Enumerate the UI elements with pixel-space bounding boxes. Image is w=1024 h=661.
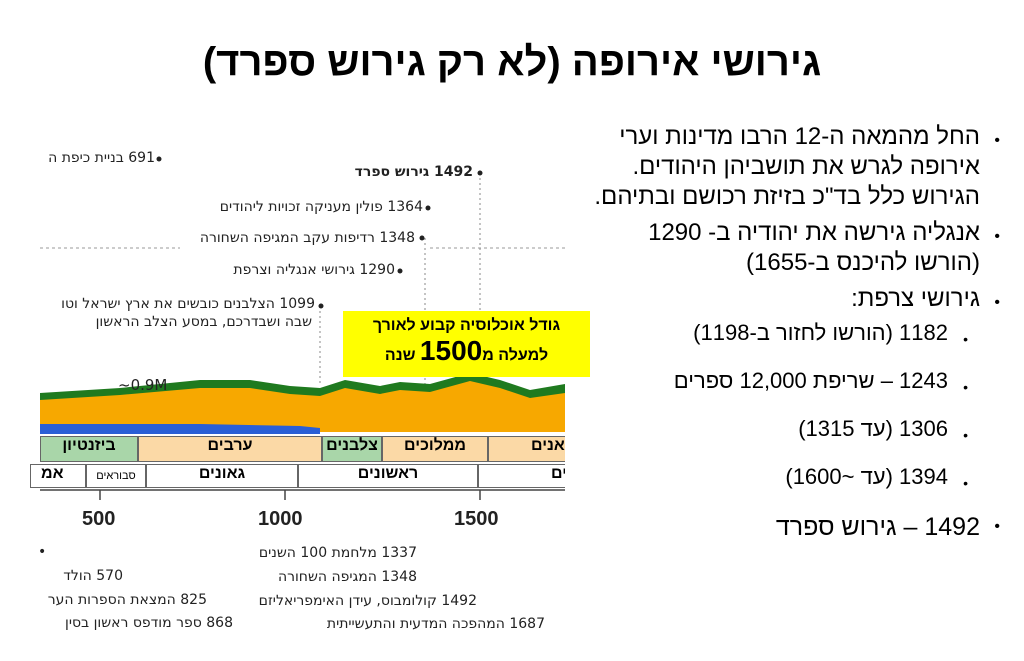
callout-suffix: שנה (384, 347, 420, 364)
population-area-blue (40, 424, 320, 434)
callout-line1: גודל אוכלוסיה קבוע לאורך (372, 317, 561, 334)
band-geonim: גאונים (146, 464, 298, 488)
event-825: 825 המצאת הספרות הער (47, 592, 207, 608)
bullet-europe-expulsions: החל מהמאה ה-12 הרבו מדינות וערי אירופה ל… (578, 122, 1006, 212)
bullet-france-1394: 1394 (עד ~1600) (578, 464, 1006, 496)
event-1348: 1348 רדיפות עקב המגיפה השחורה (199, 230, 415, 246)
band-acharonim: ים (478, 464, 565, 488)
band-amoraim: אמ (30, 464, 86, 488)
bullet-france-1306: 1306 (עד 1315) (578, 416, 1006, 448)
band-crusaders: צלבנים (322, 436, 382, 462)
event-1348-plague: 1348 המגיפה השחורה (277, 569, 417, 585)
band-mamluks: ממלוכים (382, 436, 488, 462)
population-label: ~0.9M (118, 376, 168, 394)
event-1492-columbus: 1492 קולומבוס, עידן האימפריאליזם (258, 593, 477, 609)
event-691: 691 בניית כיפת ה (48, 150, 155, 166)
axis-label-1000: 1000 (258, 508, 303, 530)
band-ottomans: אנים (488, 436, 565, 462)
event-dot (477, 170, 483, 176)
callout-number: 1500 (419, 335, 483, 366)
event-868: 868 ספר מודפס ראשון בסין (65, 615, 233, 631)
callout-line2: למעלה מ1500 שנה (343, 335, 590, 367)
bullet-france-1243: 1243 – שריפת 12,000 ספרים (578, 368, 1006, 400)
axis-label-1500: 1500 (454, 508, 499, 530)
band-rishonim: ראשונים (298, 464, 478, 488)
bullet-list: החל מהמאה ה-12 הרבו מדינות וערי אירופה ל… (578, 122, 1006, 542)
event-1364: 1364 פולין מעניקה זכויות ליהודים (219, 199, 423, 215)
event-1290: 1290 גירושי אנגליה וצרפת (233, 262, 395, 278)
event-1492-spain: 1492 גירוש ספרד (354, 164, 473, 180)
band-arabs: ערבים (138, 436, 322, 462)
bullet-france-1182: 1182 (הורשו לחזור ב-1198) (578, 320, 1006, 352)
band-byzantine: ביזנטיון (40, 436, 138, 462)
axis-label-500: 500 (82, 508, 116, 530)
event-dot (419, 235, 425, 241)
bullet-spain-1492: 1492 – גירוש ספרד (578, 512, 1006, 542)
bullet-england: אנגליה גירשה את יהודיה ב- 1290 (הורשו לה… (578, 218, 1006, 278)
event-dot (318, 303, 324, 309)
population-area-orange (40, 381, 565, 432)
event-1337: 1337 מלחמת 100 השנים (258, 545, 417, 561)
event-dot (397, 268, 403, 274)
bullet-france-heading: גירושי צרפת: (578, 284, 1006, 318)
event-dot (425, 205, 431, 211)
callout-prefix: למעלה מ (482, 347, 549, 364)
event-dot-bullet: • (38, 544, 47, 560)
timeline-graphics (40, 156, 565, 500)
event-1687: 1687 המהפכה המדעית והתעשייתית (326, 616, 545, 632)
event-dot (156, 156, 162, 162)
event-570: 570 הולד (63, 568, 123, 584)
event-1099: 1099 הצלבנים כובשים את ארץ ישראל וטו (61, 296, 315, 312)
timeline-image: 691 בניית כיפת ה 1492 גירוש ספרד 1364 פו… (0, 118, 590, 658)
event-1099-line2: שבה ושבדרכם, במסע הצלב הראשון (95, 314, 312, 330)
band-savoraim: סבוראים (86, 464, 146, 488)
stable-population-callout: גודל אוכלוסיה קבוע לאורך למעלה מ1500 שנה (343, 311, 590, 377)
page-title: גירושי אירופה (לא רק גירוש ספרד) (202, 40, 822, 84)
